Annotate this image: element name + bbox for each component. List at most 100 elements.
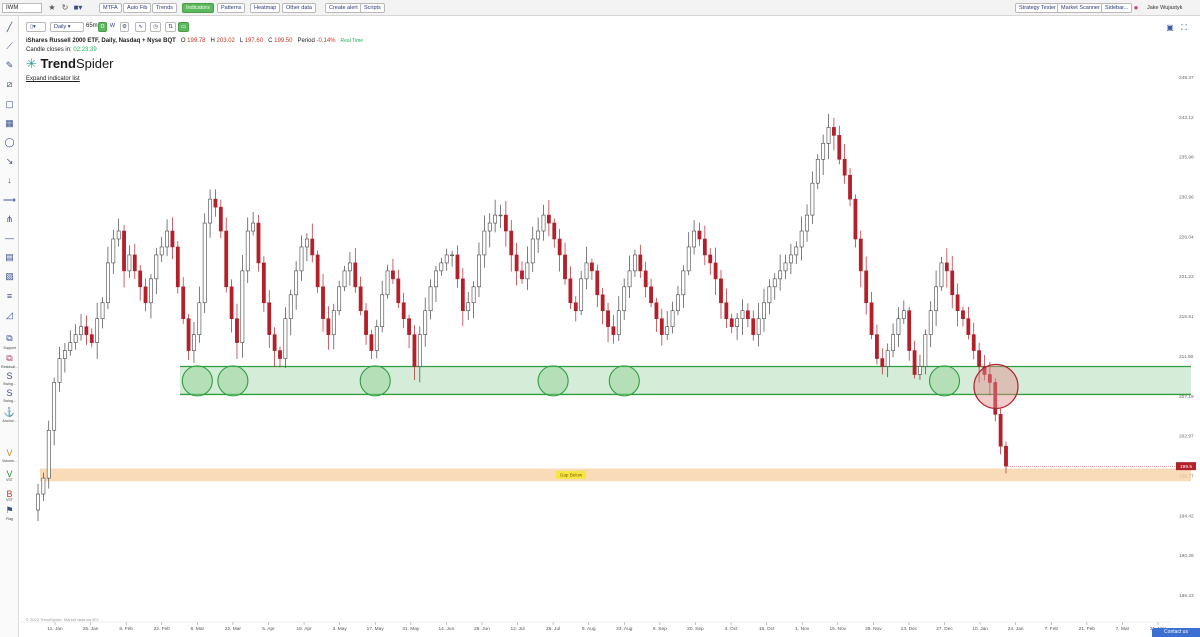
candle-body (466, 302, 471, 312)
auto-fib-button[interactable]: Auto Fib (123, 3, 152, 13)
scripts-button[interactable]: Scripts (360, 3, 385, 13)
volume-icon[interactable]: V (6, 448, 13, 458)
y-tick-label: 202.97 (1179, 434, 1194, 440)
vertical-line-icon[interactable]: ↓ (7, 175, 12, 185)
flag-icon[interactable]: ⚑ (5, 505, 14, 515)
candle-body (638, 254, 643, 272)
arrow-icon[interactable]: ⟶ (3, 195, 16, 205)
support-test-circle (217, 365, 249, 397)
candle-body (374, 326, 379, 351)
support-icon[interactable]: ⧉ (6, 333, 13, 343)
x-tick-label: 6. Sep (653, 626, 667, 632)
candle-body (568, 278, 573, 304)
fullscreen-icon[interactable]: ⛶ (1181, 23, 1187, 32)
candle-body (482, 230, 487, 256)
candle-label: Candle closes in: (26, 47, 72, 53)
pencil-icon[interactable]: ✎ (5, 60, 14, 70)
compare-icon[interactable]: ⇅ (165, 22, 176, 32)
candle-body (278, 350, 282, 359)
timeframe-select[interactable]: Daily ▾ (50, 22, 84, 32)
chart-type-dropdown[interactable]: ▯▾ (26, 22, 46, 32)
candle-body (396, 278, 401, 304)
settings-icon[interactable]: ⚙ (120, 22, 129, 32)
star-icon[interactable]: ★ (48, 3, 56, 12)
patterns-button[interactable]: Patterns (217, 3, 246, 13)
pitchfork-icon[interactable]: ⋔ (5, 214, 14, 224)
ray-icon[interactable]: ⟋ (6, 41, 13, 51)
candle-body (487, 222, 492, 232)
channel-icon[interactable]: ⧄ (6, 79, 13, 89)
measure-icon[interactable]: ↘ (5, 156, 14, 166)
x-tick-label: 24. Jan (1008, 626, 1024, 632)
color-picker-icon[interactable]: ■▾ (73, 3, 83, 12)
x-tick-label: 28. Jun (474, 626, 490, 632)
trendline-icon[interactable]: ╱ (6, 22, 13, 32)
candle-body (261, 262, 266, 304)
indicators-button[interactable]: Indicators (182, 3, 214, 13)
candle-body (57, 358, 62, 383)
candle-body (41, 477, 46, 495)
candle-body (788, 254, 793, 264)
candle-body (348, 262, 352, 272)
mtfa-button[interactable]: MTFA (99, 3, 122, 13)
horizontal-line-icon[interactable]: — (5, 233, 14, 243)
refresh-icon[interactable]: ↻ (61, 3, 69, 12)
candle-body (460, 278, 465, 312)
candle-body (719, 278, 723, 304)
contact-us-button[interactable]: Contact us (1152, 628, 1200, 637)
x-tick-label: 17. May (367, 626, 385, 632)
candle-body (272, 334, 277, 351)
symbol-input[interactable]: IWM (2, 3, 42, 13)
expand-indicator-link[interactable]: Expand indicator list (26, 76, 80, 82)
candle-body (73, 334, 78, 343)
candle-body (235, 318, 239, 343)
fib-icon[interactable]: ▦ (5, 118, 14, 128)
candle-body (546, 214, 551, 224)
avatar-icon[interactable]: ● (1133, 3, 1139, 12)
candle-body (175, 246, 180, 288)
w-badge[interactable]: W (108, 22, 117, 32)
sidebar-label-support: Support (3, 346, 16, 350)
rectangle-icon[interactable]: ▢ (5, 99, 14, 109)
candle-body (288, 294, 293, 319)
vst-icon-2[interactable]: B (6, 489, 13, 499)
wedge-icon[interactable]: ◿ (6, 310, 13, 320)
candle-body (267, 302, 272, 335)
candle-body (106, 262, 110, 304)
sidebar-button[interactable]: Sidebar... (1101, 3, 1133, 13)
clock-icon[interactable]: ◷ (150, 22, 161, 32)
x-tick-label: 20. Sep (687, 626, 704, 632)
x-tick-label: 23. Aug (616, 626, 633, 632)
candle-body (202, 222, 207, 304)
gann-icon[interactable]: ▧ (5, 271, 14, 281)
layout-icon[interactable]: ▭ (178, 22, 189, 32)
candle-body (471, 286, 476, 304)
support-test-circle (928, 365, 961, 397)
d-badge[interactable]: D (98, 22, 107, 32)
zone-icon[interactable]: ≡ (6, 291, 13, 301)
other-data-button[interactable]: Other data (282, 3, 316, 13)
residual-icon[interactable]: ⧉ (6, 353, 13, 363)
wave-icon[interactable]: ∿ (135, 22, 146, 32)
heatmap-button[interactable]: Heatmap (250, 3, 281, 13)
user-name[interactable]: Jake Wujastyk (1147, 5, 1183, 11)
candle-body (391, 270, 395, 280)
vst-icon-1[interactable]: V (6, 469, 13, 479)
swing-icon-2[interactable]: S (6, 388, 13, 398)
trends-button[interactable]: Trends (152, 3, 177, 13)
circle-icon[interactable]: ◯ (4, 137, 15, 147)
candle-body (52, 382, 57, 431)
anchor-icon[interactable]: ⚓ (3, 407, 16, 417)
candle-body (509, 230, 514, 256)
fib-fan-icon[interactable]: ▤ (5, 252, 14, 262)
swing-icon-1[interactable]: S (6, 371, 13, 381)
candle-body (654, 302, 659, 319)
candle-body (998, 414, 1003, 447)
secondary-timeframe[interactable]: 65m (86, 23, 98, 29)
logo-mark-icon: ✳ (26, 56, 37, 71)
candle-body (79, 326, 83, 335)
candle-body (912, 350, 917, 375)
candle-body (659, 318, 664, 335)
camera-icon[interactable]: ▣ (1166, 23, 1174, 32)
